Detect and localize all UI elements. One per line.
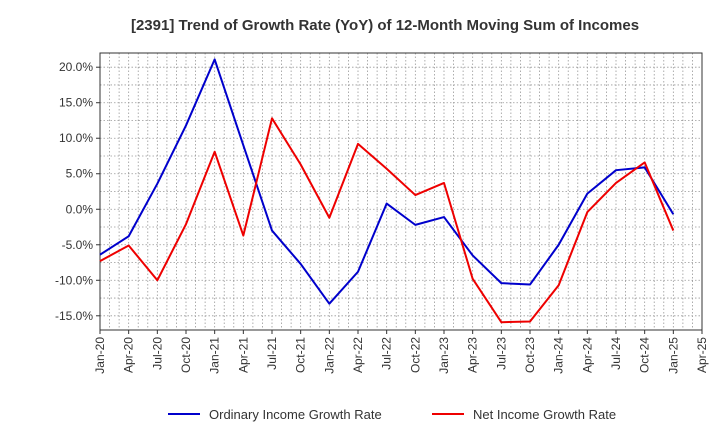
x-tick-label: Jan-24	[552, 337, 566, 374]
chart-title: [2391] Trend of Growth Rate (YoY) of 12-…	[131, 17, 639, 34]
legend: Ordinary Income Growth Rate Net Income Gr…	[168, 407, 616, 422]
x-tick-label: Apr-25	[695, 337, 709, 373]
y-tick-label: 0.0%	[66, 202, 94, 216]
series-lines	[99, 58, 675, 324]
x-tick-label: Jul-22	[380, 337, 394, 370]
y-tick-label: 15.0%	[59, 96, 93, 110]
y-tick-label: 20.0%	[59, 60, 93, 74]
x-tick-label: Jan-25	[666, 337, 680, 374]
y-tick-label: 5.0%	[66, 167, 94, 181]
series-line-1	[99, 58, 675, 305]
y-tick-label: -15.0%	[55, 309, 93, 323]
grid	[100, 53, 702, 330]
x-tick-label: Oct-24	[638, 337, 652, 373]
legend-label-2: Net Income Growth Rate	[473, 407, 616, 422]
x-tick-label: Apr-24	[580, 337, 594, 373]
x-tick-label: Jan-20	[93, 337, 107, 374]
x-tick-label: Jul-20	[150, 337, 164, 370]
x-tick-label: Jan-22	[322, 337, 336, 374]
x-tick-label: Apr-20	[122, 337, 136, 373]
x-tick-label: Jul-21	[265, 337, 279, 370]
x-tick-label: Jul-23	[494, 337, 508, 370]
x-tick-label: Jul-24	[609, 337, 623, 370]
y-axis-ticks: 20.0% 15.0% 10.0% 5.0% 0.0% -5.0% -10.0% -15.0%	[55, 60, 100, 323]
series-line-2	[99, 117, 675, 324]
x-tick-label: Oct-21	[294, 337, 308, 373]
x-tick-label: Oct-23	[523, 337, 537, 373]
x-tick-label: Jan-21	[208, 337, 222, 374]
legend-label-1: Ordinary Income Growth Rate	[209, 407, 382, 422]
x-tick-label: Apr-22	[351, 337, 365, 373]
y-tick-label: -5.0%	[62, 238, 94, 252]
x-tick-label: Apr-21	[236, 337, 250, 373]
x-tick-label: Jan-23	[437, 337, 451, 374]
y-tick-label: 10.0%	[59, 131, 93, 145]
x-tick-label: Apr-23	[466, 337, 480, 373]
plot-area	[99, 52, 703, 331]
y-tick-label: -10.0%	[55, 273, 93, 287]
x-axis-ticks: Jan-20 Apr-20 Jul-20 Oct-20 Jan-21 Apr-21 Jul-…	[93, 330, 709, 374]
x-tick-label: Oct-20	[179, 337, 193, 373]
x-tick-label: Oct-22	[408, 337, 422, 373]
